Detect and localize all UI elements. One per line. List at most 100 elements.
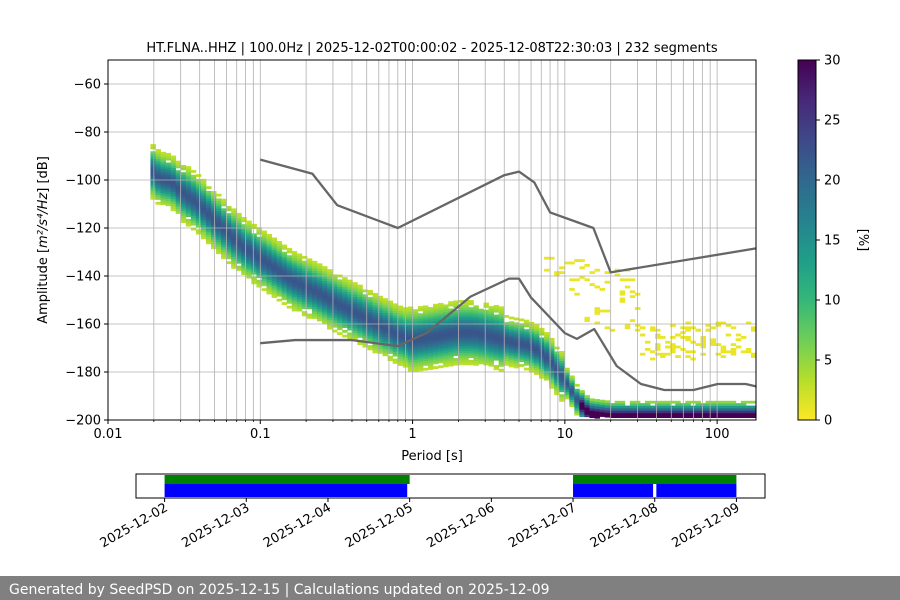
heatmap-cell: [549, 364, 555, 368]
heatmap-cell: [498, 354, 505, 358]
heatmap-cell: [261, 249, 267, 253]
heatmap-cell: [549, 371, 555, 375]
heatmap-cell: [165, 181, 172, 185]
heatmap-cell: [327, 295, 333, 299]
heatmap-cell: [175, 184, 182, 188]
heatmap-cell: [438, 353, 444, 357]
heatmap-cell: [160, 168, 166, 172]
heatmap-cell: [266, 255, 272, 259]
heatmap-cell: [347, 303, 353, 307]
heatmap-cell: [433, 315, 439, 319]
heatmap-cell: [493, 321, 500, 325]
heatmap-cell: [301, 284, 308, 288]
heatmap-cell: [498, 368, 505, 372]
y-axis-ticks: −200−180−160−140−120−100−80−60: [65, 78, 108, 429]
heatmap-cell: [549, 357, 555, 360]
heatmap-cell: [251, 233, 257, 237]
heatmap-cell: [226, 232, 232, 236]
heatmap-cell: [629, 412, 636, 416]
heatmap-cell: [412, 316, 419, 320]
timeline-tick-label: 2025-12-03: [179, 500, 252, 551]
heatmap-cell: [205, 212, 212, 216]
heatmap-cell: [564, 396, 570, 400]
heatmap-cell: [528, 348, 535, 352]
heatmap-cell: [468, 321, 474, 325]
heatmap-cell: [221, 227, 227, 231]
heatmap-cell: [463, 316, 469, 320]
heatmap-cell: [438, 305, 444, 309]
heatmap-cell: [347, 279, 353, 283]
heatmap-cell: [236, 232, 242, 235]
heatmap-cell: [478, 344, 484, 348]
heatmap-cell: [190, 220, 197, 224]
heatmap-cell: [286, 279, 293, 283]
heatmap-cell: [372, 333, 378, 337]
heatmap-cell: [150, 158, 156, 162]
heatmap-cell: [180, 205, 187, 209]
heatmap-cell: [246, 227, 252, 231]
heatmap-cell: [468, 350, 474, 354]
heatmap-cell: [281, 263, 288, 267]
heatmap-cell: [660, 336, 666, 339]
heatmap-cell: [256, 270, 262, 274]
heatmap-cell: [261, 230, 267, 234]
heatmap-cell: [150, 180, 156, 183]
heatmap-cell: [539, 327, 545, 331]
heatmap-cell: [301, 270, 308, 274]
heatmap-cell: [205, 229, 212, 233]
heatmap-cell: [185, 219, 192, 222]
heatmap-cell: [296, 294, 303, 298]
heatmap-cell: [185, 187, 192, 191]
heatmap-cell: [750, 410, 757, 414]
heatmap-cell: [241, 255, 247, 259]
heatmap-cell: [185, 166, 192, 169]
heatmap-cell: [513, 346, 520, 350]
heatmap-cell: [332, 312, 338, 316]
heatmap-cell: [327, 298, 333, 301]
heatmap-cell: [685, 403, 691, 406]
heatmap-cell: [190, 194, 197, 197]
heatmap-cell: [296, 306, 303, 310]
heatmap-cell: [533, 326, 540, 330]
heatmap-cell: [387, 303, 394, 306]
heatmap-cell: [332, 298, 338, 302]
heatmap-cell: [422, 360, 429, 364]
heatmap-cell: [745, 350, 752, 354]
heatmap-cell: [185, 192, 192, 196]
heatmap-cell: [205, 217, 212, 221]
heatmap-cell: [266, 246, 272, 249]
heatmap-cell: [453, 305, 459, 309]
heatmap-cell: [579, 259, 585, 262]
heatmap-cell: [195, 195, 202, 199]
heatmap-cell: [624, 410, 631, 414]
heatmap-cell: [377, 336, 383, 340]
heatmap-cell: [533, 369, 540, 373]
heatmap-cell: [523, 358, 530, 361]
heatmap-cell: [417, 342, 424, 345]
heatmap-cell: [544, 365, 550, 369]
heatmap-cell: [352, 294, 358, 297]
heatmap-cell: [180, 179, 187, 183]
heatmap-cell: [150, 172, 156, 176]
heatmap-cell: [438, 331, 444, 335]
heatmap-cell: [569, 380, 575, 384]
heatmap-cell: [735, 415, 742, 418]
heatmap-cell: [175, 201, 182, 205]
data-available-bar: [573, 475, 737, 484]
heatmap-cell: [518, 344, 525, 348]
heatmap-cell: [226, 222, 232, 226]
heatmap-cell: [594, 268, 600, 272]
heatmap-cell: [160, 180, 166, 184]
heatmap-cell: [231, 265, 237, 269]
heatmap-cell: [306, 282, 313, 286]
heatmap-cell: [271, 259, 278, 262]
heatmap-cell: [574, 398, 580, 402]
heatmap-cell: [710, 405, 717, 409]
heatmap-cell: [427, 319, 434, 322]
heatmap-cell: [327, 302, 333, 306]
heatmap-cell: [231, 244, 237, 248]
heatmap-cell: [175, 211, 182, 214]
heatmap-cell: [528, 362, 535, 366]
heatmap-cell: [382, 326, 389, 330]
heatmap-cell: [498, 344, 505, 348]
